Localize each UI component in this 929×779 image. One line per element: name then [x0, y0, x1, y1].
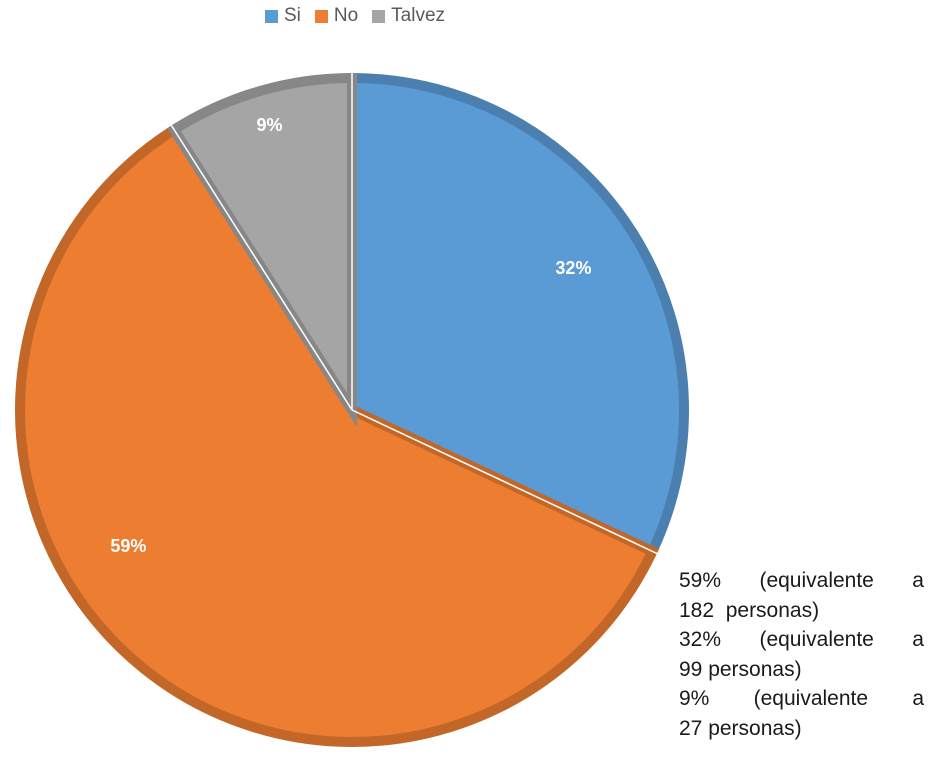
legend-swatch-no — [314, 9, 328, 23]
slice-label-talvez: 9% — [257, 115, 283, 135]
note-line: 182 personas) — [679, 596, 924, 626]
note-line: 32% (equivalente a — [679, 625, 924, 655]
note-line: 27 personas) — [679, 714, 924, 744]
legend-swatch-si — [264, 9, 278, 23]
note-word: (equivalente — [759, 628, 874, 651]
slice-label-no: 59% — [110, 536, 146, 556]
note-word: a — [912, 628, 924, 651]
legend-swatch-talvez — [372, 9, 386, 23]
note-word: 27 personas) — [679, 716, 802, 740]
pie-slice-talvez — [167, 72, 357, 428]
slice-separator — [170, 124, 353, 411]
slice-separator — [351, 409, 659, 555]
legend-item-si: Si — [264, 5, 301, 27]
note-word: 32% — [679, 628, 722, 651]
note-word: 9% — [679, 687, 710, 710]
slice-label-si: 32% — [555, 258, 591, 278]
legend-item-no: No — [314, 5, 359, 27]
note-word: (equivalente — [753, 687, 869, 710]
note-line: 59% (equivalente a — [679, 566, 924, 596]
pie-slice-si — [347, 72, 689, 559]
note-line: 99 personas) — [679, 655, 924, 685]
note-word: a — [912, 687, 924, 710]
note-word: 182 personas) — [679, 598, 820, 622]
note-line: 9% (equivalente a — [679, 684, 924, 714]
chart-legend: Si No Talvez — [0, 5, 710, 27]
legend-item-talvez: Talvez — [372, 5, 445, 27]
note-word: a — [912, 569, 924, 592]
pie-slice-no — [15, 122, 660, 747]
note-word: 99 personas) — [679, 657, 802, 681]
legend-label-si: Si — [283, 5, 301, 26]
note-word: (equivalente — [759, 569, 874, 592]
legend-label-talvez: Talvez — [391, 5, 446, 26]
legend-label-no: No — [333, 5, 359, 26]
notes-text: 59% (equivalente a 182 personas) 32% (eq… — [679, 566, 924, 743]
note-word: 59% — [679, 569, 722, 592]
